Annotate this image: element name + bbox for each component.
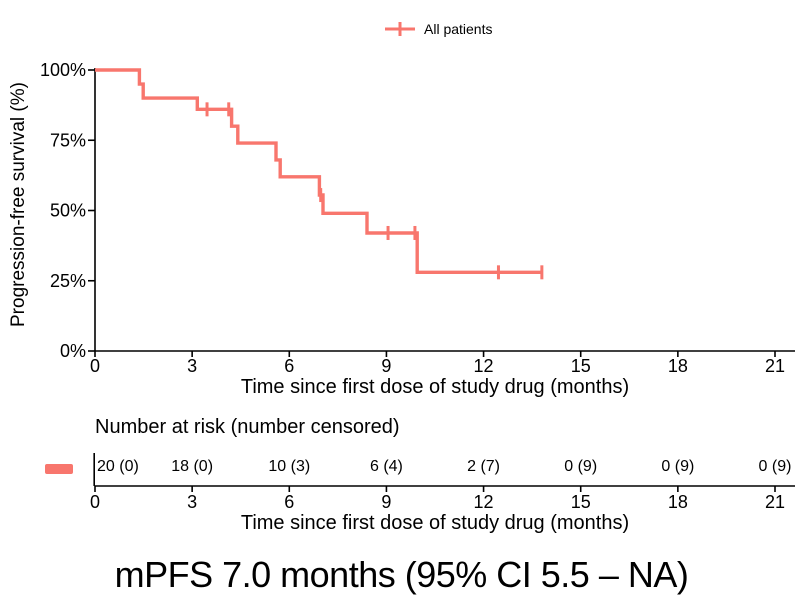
- x-tick-label: 3: [187, 356, 197, 376]
- x-tick-label: 12: [474, 356, 494, 376]
- y-tick-label: 100%: [40, 60, 86, 80]
- risk-x-tick-label: 6: [284, 492, 294, 512]
- risk-value: 6 (4): [369, 458, 403, 475]
- x-tick-label: 21: [765, 356, 785, 376]
- survival-curve: [95, 68, 542, 274]
- risk-x-axis-title: Time since first dose of study drug (mon…: [240, 512, 630, 534]
- risk-x-tick-label: 9: [381, 492, 391, 512]
- mpfs-caption: mPFS 7.0 months (95% CI 5.5 – NA): [114, 554, 689, 595]
- y-tick-label: 75%: [50, 130, 86, 150]
- risk-value: 20 (0): [97, 458, 139, 475]
- y-tick-label: 0%: [60, 341, 86, 361]
- y-tick-label: 25%: [50, 271, 86, 291]
- x-tick-label: 6: [284, 356, 294, 376]
- risk-table-title: Number at risk (number censored): [95, 416, 400, 438]
- risk-x-tick-label: 15: [571, 492, 591, 512]
- risk-x-tick-label: 3: [187, 492, 197, 512]
- legend: All patients: [385, 20, 492, 38]
- x-axis-title: Time since first dose of study drug (mon…: [240, 376, 630, 398]
- risk-x-tick-label: 0: [90, 492, 100, 512]
- stratum-color-swatch: [45, 464, 73, 474]
- x-tick-label: 0: [90, 356, 100, 376]
- risk-value: 0 (9): [758, 458, 792, 475]
- x-tick-label: 9: [381, 356, 391, 376]
- risk-x-tick-label: 18: [668, 492, 688, 512]
- legend-key-line-plus-icon: [385, 22, 415, 36]
- risk-value: 10 (3): [268, 458, 311, 475]
- risk-value: 0 (9): [564, 458, 598, 475]
- x-tick-label: 18: [668, 356, 688, 376]
- risk-value: 0 (9): [661, 458, 695, 475]
- risk-x-tick-label: 21: [765, 492, 785, 512]
- risk-value: 18 (0): [171, 458, 214, 475]
- x-tick-label: 15: [571, 356, 591, 376]
- legend-label: All patients: [424, 21, 493, 37]
- risk-x-tick-label: 12: [474, 492, 494, 512]
- y-tick-label: 50%: [50, 201, 86, 221]
- risk-value: 2 (7): [467, 458, 501, 475]
